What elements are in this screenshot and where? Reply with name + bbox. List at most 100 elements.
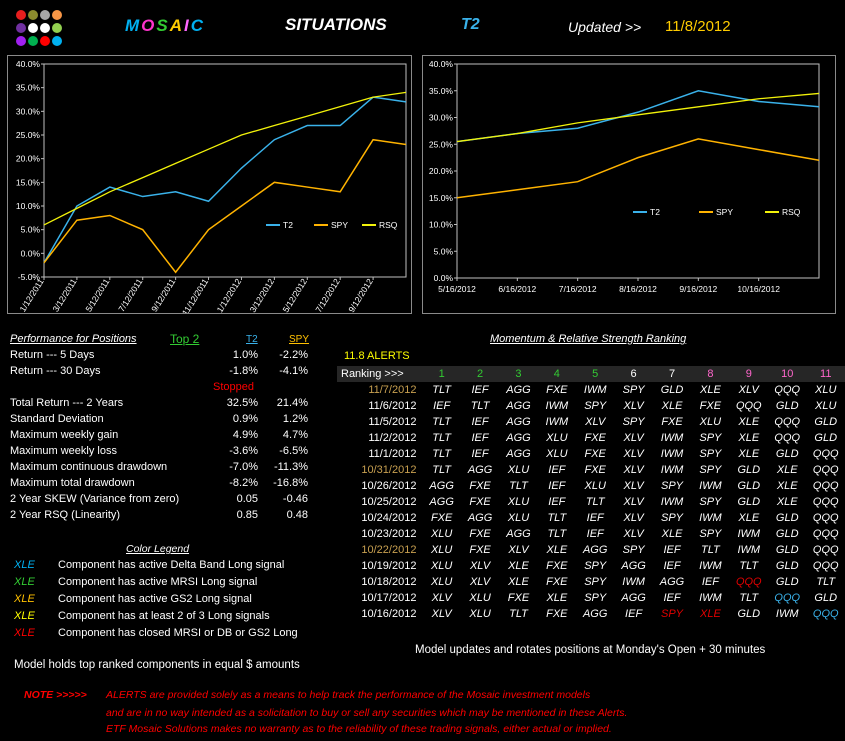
ranking-symbol: FXE	[507, 592, 530, 604]
ranking-symbol: IWM	[545, 400, 569, 412]
ranking-symbol: FXE	[430, 512, 453, 524]
ranking-date: 10/16/2012	[361, 608, 417, 620]
ranking-symbol: IWM	[737, 528, 761, 540]
ranking-symbol: SPY	[699, 448, 722, 460]
perf-label: Return --- 30 Days	[10, 365, 101, 377]
perf-t2-value: 0.9%	[232, 413, 258, 425]
ranking-symbol: XLV	[738, 384, 759, 396]
ranking-symbol: GLD	[775, 528, 799, 540]
ranking-symbol: IWM	[583, 384, 607, 396]
brand-title: MOSAIC	[125, 16, 205, 36]
rank-col-header: 9	[729, 366, 768, 382]
ranking-symbol: XLE	[776, 464, 798, 476]
ranking-symbol: AGG	[467, 464, 493, 476]
ranking-symbol: QQQ	[812, 528, 839, 540]
y-tick-label: 40.0%	[429, 59, 454, 69]
top-label: Top 2	[170, 332, 200, 346]
ranking-symbol: FXE	[546, 576, 568, 588]
ranking-symbol: TLT	[547, 528, 567, 540]
ranking-symbol: GLD	[660, 384, 684, 396]
perf-label: 2 Year SKEW (Variance from zero)	[10, 493, 180, 505]
ranking-symbol: SPY	[699, 432, 722, 444]
x-tick-label: 9/16/2012	[679, 284, 717, 294]
ranking-row: 10/25/2012 AGG FXE XLU IEF TLT XLV IWM SPY GLD XLE…	[337, 494, 845, 510]
ranking-symbol: GLD	[775, 560, 799, 572]
ranking-symbol: TLT	[432, 432, 452, 444]
ranking-symbol: XLU	[815, 384, 837, 396]
ranking-symbol: GLD	[737, 496, 761, 508]
logo-dot	[16, 36, 26, 46]
ranking-symbol: TLT	[701, 544, 720, 556]
plot-area	[456, 63, 820, 279]
ranking-symbol: QQQ	[812, 560, 839, 572]
situations-title: SITUATIONS	[285, 15, 387, 34]
x-tick-label: 3/12/2011	[50, 277, 78, 313]
ranking-symbol: GLD	[814, 416, 838, 428]
ranking-symbol: XLE	[776, 480, 798, 492]
brand-letter: O	[141, 16, 157, 35]
ranking-symbol: FXE	[661, 416, 683, 428]
perf-t2-value: 4.9%	[232, 429, 258, 441]
ranking-symbol: IWM	[660, 496, 684, 508]
ranking-symbol: AGG	[506, 432, 531, 444]
ranking-symbol: IWM	[660, 432, 684, 444]
ranking-symbol: GLD	[775, 448, 799, 460]
ranking-symbol: TLT	[547, 512, 567, 524]
ranking-title: Momentum & Relative Strength Ranking	[490, 333, 687, 345]
ranking-symbol: QQQ	[812, 448, 839, 460]
ranking-symbol: FXE	[699, 400, 722, 412]
ranking-row: 10/31/2012 TLT AGG XLU IEF FXE XLV IWM SPY GLD XLE…	[337, 462, 845, 478]
y-tick-label: 25.0%	[16, 130, 41, 140]
brand-letter: M	[125, 16, 142, 35]
ranking-symbol: XLU	[430, 576, 453, 588]
legend-text: Component has active GS2 Long signal	[58, 593, 252, 605]
ranking-symbol: GLD	[775, 512, 799, 524]
ranking-symbol: QQQ	[774, 384, 801, 396]
x-tick-label: 5/16/2012	[438, 284, 476, 294]
ranking-symbol: FXE	[546, 608, 568, 620]
col-header-t2: T2	[246, 334, 258, 345]
ranking-symbol: XLE	[546, 544, 568, 556]
ranking-symbol: XLV	[469, 560, 491, 572]
ranking-symbol: IEF	[471, 384, 489, 396]
ranking-symbol: SPY	[584, 400, 607, 412]
ranking-symbol: QQQ	[812, 496, 839, 508]
ranking-symbol: IWM	[775, 608, 799, 620]
x-tick-label: 8/16/2012	[619, 284, 657, 294]
logo-dot	[52, 23, 62, 33]
ranking-symbol: QQQ	[774, 592, 801, 604]
ranking-symbol: TLT	[585, 496, 605, 508]
ranking-symbol: QQQ	[812, 544, 839, 556]
legend-item: XLE Component has at least 2 of 3 Long si…	[14, 610, 344, 626]
ranking-symbol: XLU	[507, 464, 530, 476]
series-line-t2	[43, 96, 407, 264]
ranking-symbol: GLD	[737, 608, 761, 620]
ranking-symbol: SPY	[661, 608, 684, 620]
ranking-symbol: TLT	[432, 384, 452, 396]
legend-text: Component has at least 2 of 3 Long signa…	[58, 610, 270, 622]
ranking-symbol: QQQ	[812, 480, 839, 492]
x-tick-label: 7/16/2012	[559, 284, 597, 294]
rank-col-header: 5	[576, 366, 615, 382]
ranking-symbol: IEF	[548, 480, 566, 492]
ranking-symbol: AGG	[506, 448, 531, 460]
y-tick-label: 35.0%	[16, 83, 41, 93]
ranking-date: 11/2/2012	[368, 432, 417, 444]
ranking-symbol: XLV	[508, 544, 529, 556]
ranking-symbol: IWM	[699, 560, 722, 572]
ranking-symbol: IWM	[737, 544, 761, 556]
ranking-symbol: IEF	[548, 464, 566, 476]
ranking-symbol: XLE	[738, 416, 760, 428]
series-line-rsq	[456, 92, 820, 143]
perf-t2-value: 32.5%	[226, 397, 258, 409]
perf-t2-value: 1.0%	[232, 349, 258, 361]
ranking-symbol: IWM	[660, 448, 684, 460]
y-tick-label: -5.0%	[18, 272, 41, 282]
ranking-symbol: TLT	[432, 464, 452, 476]
series-line-rsq	[43, 91, 407, 226]
ranking-symbol: IEF	[586, 528, 604, 540]
ranking-symbol: XLE	[738, 448, 760, 460]
perf-spy-value: 0.48	[286, 509, 308, 521]
ranking-symbol: QQQ	[735, 400, 762, 412]
y-tick-label: 10.0%	[429, 220, 454, 230]
